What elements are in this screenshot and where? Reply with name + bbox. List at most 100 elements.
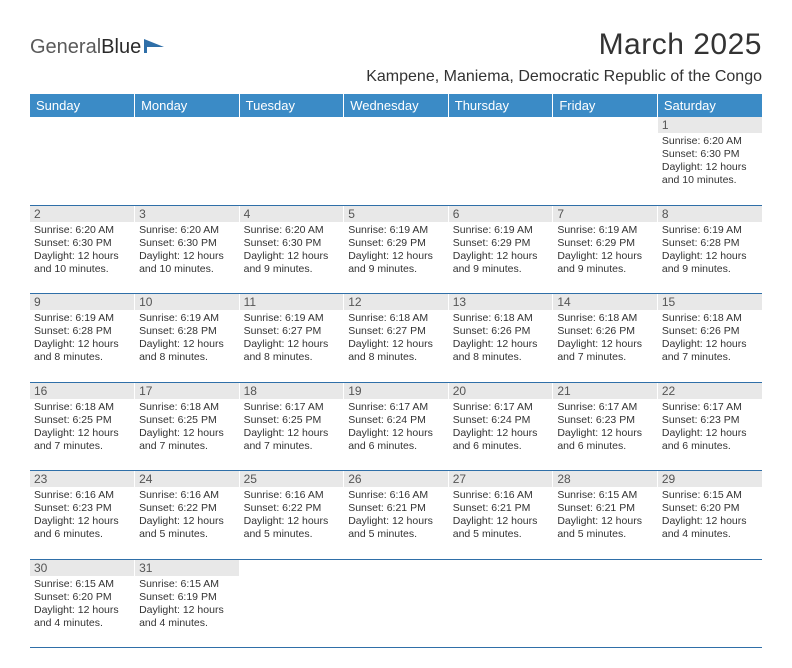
- sunrise-text: Sunrise: 6:16 AM: [139, 489, 235, 502]
- sunset-text: Sunset: 6:30 PM: [139, 237, 235, 250]
- day-number-cell: 10: [135, 294, 240, 311]
- day-number-row: 2345678: [30, 205, 762, 222]
- sunset-text: Sunset: 6:22 PM: [139, 502, 235, 515]
- day-content-cell: Sunrise: 6:19 AMSunset: 6:28 PMDaylight:…: [30, 310, 135, 382]
- weekday-header: Wednesday: [344, 94, 449, 117]
- header: GeneralBlue March 2025 Kampene, Maniema,…: [30, 28, 762, 86]
- month-title: March 2025: [366, 28, 762, 62]
- day-number-row: 23242526272829: [30, 471, 762, 488]
- daylight-text: Daylight: 12 hours and 6 minutes.: [662, 427, 758, 453]
- day-number-cell: 6: [448, 205, 553, 222]
- day-number-cell: 15: [657, 294, 762, 311]
- sunrise-text: Sunrise: 6:18 AM: [662, 312, 758, 325]
- sunset-text: Sunset: 6:21 PM: [557, 502, 653, 515]
- sunset-text: Sunset: 6:25 PM: [244, 414, 340, 427]
- daylight-text: Daylight: 12 hours and 4 minutes.: [662, 515, 758, 541]
- sunset-text: Sunset: 6:24 PM: [348, 414, 444, 427]
- flag-icon: [144, 37, 166, 53]
- sunrise-text: Sunrise: 6:17 AM: [348, 401, 444, 414]
- daylight-text: Daylight: 12 hours and 6 minutes.: [453, 427, 549, 453]
- sunset-text: Sunset: 6:26 PM: [557, 325, 653, 338]
- sunset-text: Sunset: 6:24 PM: [453, 414, 549, 427]
- day-number-cell: 23: [30, 471, 135, 488]
- day-number-row: 9101112131415: [30, 294, 762, 311]
- day-content-cell: Sunrise: 6:18 AMSunset: 6:25 PMDaylight:…: [30, 399, 135, 471]
- sunrise-text: Sunrise: 6:17 AM: [662, 401, 758, 414]
- sunset-text: Sunset: 6:25 PM: [34, 414, 130, 427]
- sunset-text: Sunset: 6:26 PM: [662, 325, 758, 338]
- day-content-cell: Sunrise: 6:15 AMSunset: 6:20 PMDaylight:…: [657, 487, 762, 559]
- daylight-text: Daylight: 12 hours and 4 minutes.: [139, 604, 235, 630]
- day-content-cell: Sunrise: 6:16 AMSunset: 6:21 PMDaylight:…: [448, 487, 553, 559]
- day-content-cell: Sunrise: 6:16 AMSunset: 6:22 PMDaylight:…: [239, 487, 344, 559]
- sunrise-text: Sunrise: 6:17 AM: [244, 401, 340, 414]
- weekday-header: Tuesday: [239, 94, 344, 117]
- sunrise-text: Sunrise: 6:18 AM: [557, 312, 653, 325]
- day-content-cell: Sunrise: 6:15 AMSunset: 6:21 PMDaylight:…: [553, 487, 658, 559]
- daylight-text: Daylight: 12 hours and 9 minutes.: [662, 250, 758, 276]
- day-content-row: Sunrise: 6:20 AM Sunset: 6:30 PM Daylight:…: [30, 222, 762, 294]
- day-number-cell: [344, 117, 449, 133]
- day-number-cell: 16: [30, 382, 135, 399]
- day-content-cell: Sunrise: 6:19 AMSunset: 6:29 PMDaylight:…: [448, 222, 553, 294]
- day-content-cell: Sunrise: 6:18 AMSunset: 6:25 PMDaylight:…: [135, 399, 240, 471]
- daylight-text: Daylight: 12 hours and 8 minutes.: [453, 338, 549, 364]
- sunrise-text: Sunrise: 6:20 AM: [34, 224, 130, 237]
- sunset-text: Sunset: 6:23 PM: [662, 414, 758, 427]
- day-number-cell: 3: [135, 205, 240, 222]
- day-number-cell: 19: [344, 382, 449, 399]
- daylight-text: Daylight: 12 hours and 7 minutes.: [34, 427, 130, 453]
- sunrise-text: Sunrise: 6:19 AM: [348, 224, 444, 237]
- weekday-header: Sunday: [30, 94, 135, 117]
- day-number-cell: [135, 117, 240, 133]
- day-number-cell: [239, 117, 344, 133]
- day-number-cell: 5: [344, 205, 449, 222]
- day-content-cell: Sunrise: 6:19 AMSunset: 6:29 PMDaylight:…: [553, 222, 658, 294]
- sunrise-text: Sunrise: 6:16 AM: [348, 489, 444, 502]
- day-content-cell: Sunrise: 6:19 AMSunset: 6:27 PMDaylight:…: [239, 310, 344, 382]
- daylight-text: Daylight: 12 hours and 6 minutes.: [348, 427, 444, 453]
- day-number-cell: [239, 559, 344, 576]
- sunrise-text: Sunrise: 6:16 AM: [244, 489, 340, 502]
- weekday-header: Friday: [553, 94, 658, 117]
- day-number-cell: 27: [448, 471, 553, 488]
- day-number-cell: 7: [553, 205, 658, 222]
- sunrise-text: Sunrise: 6:15 AM: [139, 578, 235, 591]
- daylight-text: Daylight: 12 hours and 7 minutes.: [139, 427, 235, 453]
- day-content-cell: [30, 133, 135, 205]
- sunrise-text: Sunrise: 6:18 AM: [453, 312, 549, 325]
- sunset-text: Sunset: 6:20 PM: [662, 502, 758, 515]
- day-content-cell: Sunrise: 6:17 AMSunset: 6:24 PMDaylight:…: [344, 399, 449, 471]
- day-number-cell: 26: [344, 471, 449, 488]
- day-number-row: 3031: [30, 559, 762, 576]
- day-content-cell: Sunrise: 6:16 AMSunset: 6:23 PMDaylight:…: [30, 487, 135, 559]
- sunset-text: Sunset: 6:20 PM: [34, 591, 130, 604]
- day-number-cell: [553, 559, 658, 576]
- day-number-cell: 1: [657, 117, 762, 133]
- sunset-text: Sunset: 6:29 PM: [453, 237, 549, 250]
- day-number-cell: 21: [553, 382, 658, 399]
- daylight-text: Daylight: 12 hours and 5 minutes.: [139, 515, 235, 541]
- day-content-cell: [448, 133, 553, 205]
- day-content-cell: Sunrise: 6:18 AMSunset: 6:27 PMDaylight:…: [344, 310, 449, 382]
- daylight-text: Daylight: 12 hours and 7 minutes.: [662, 338, 758, 364]
- sunrise-text: Sunrise: 6:19 AM: [557, 224, 653, 237]
- day-number-cell: 11: [239, 294, 344, 311]
- sunset-text: Sunset: 6:28 PM: [139, 325, 235, 338]
- daylight-text: Daylight: 12 hours and 9 minutes.: [348, 250, 444, 276]
- sunrise-text: Sunrise: 6:20 AM: [662, 135, 758, 148]
- daylight-text: Daylight: 12 hours and 8 minutes.: [139, 338, 235, 364]
- day-number-cell: 2: [30, 205, 135, 222]
- day-content-cell: [553, 133, 658, 205]
- day-number-cell: 12: [344, 294, 449, 311]
- day-content-cell: Sunrise: 6:18 AMSunset: 6:26 PMDaylight:…: [448, 310, 553, 382]
- daylight-text: Daylight: 12 hours and 9 minutes.: [557, 250, 653, 276]
- sunset-text: Sunset: 6:30 PM: [244, 237, 340, 250]
- day-content-cell: Sunrise: 6:19 AMSunset: 6:29 PMDaylight:…: [344, 222, 449, 294]
- sunrise-text: Sunrise: 6:15 AM: [662, 489, 758, 502]
- title-block: March 2025 Kampene, Maniema, Democratic …: [366, 28, 762, 86]
- sunrise-text: Sunrise: 6:15 AM: [557, 489, 653, 502]
- sunrise-text: Sunrise: 6:16 AM: [453, 489, 549, 502]
- sunset-text: Sunset: 6:29 PM: [557, 237, 653, 250]
- sunset-text: Sunset: 6:26 PM: [453, 325, 549, 338]
